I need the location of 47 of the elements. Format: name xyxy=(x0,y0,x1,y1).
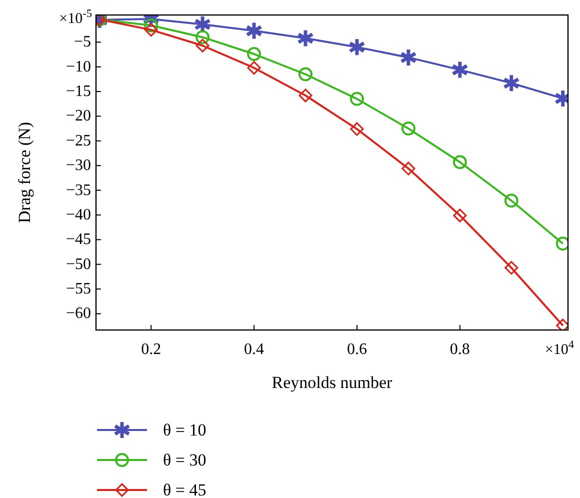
point xyxy=(247,61,261,75)
y-tick-label: −15 xyxy=(66,83,91,100)
point xyxy=(401,122,416,136)
point xyxy=(502,73,520,93)
point xyxy=(504,194,518,208)
point xyxy=(504,260,518,275)
point xyxy=(247,47,262,62)
y-tick-label: −25 xyxy=(66,132,91,150)
text: ×10$^{-5}$ xyxy=(59,8,92,27)
point xyxy=(144,18,158,32)
point xyxy=(298,67,312,82)
y-tick-label: −55 xyxy=(66,280,91,298)
legend-label: θ = 30 xyxy=(163,450,206,470)
y-axis-title: Drag force (N) xyxy=(15,122,34,223)
point xyxy=(453,208,467,222)
y-tick-label: −35 xyxy=(66,182,91,199)
x-axis-title: Reynolds number xyxy=(272,373,393,392)
point xyxy=(452,155,467,170)
y-tick-label: −45 xyxy=(66,231,91,248)
legend-label: θ = 10 xyxy=(163,420,206,440)
point xyxy=(194,15,212,34)
point xyxy=(196,30,210,44)
text: ×10$^{4}$ xyxy=(544,339,574,358)
line-series xyxy=(96,15,568,330)
point xyxy=(196,38,210,52)
y-tick-label: −50 xyxy=(66,256,91,273)
y-tick-label: −20 xyxy=(66,108,91,125)
point xyxy=(402,162,416,176)
x-tick-label: 0.8 xyxy=(450,341,470,358)
x-tick-label: 0.4 xyxy=(244,341,264,358)
y-tick-label: −10 xyxy=(66,58,91,76)
point xyxy=(144,23,158,37)
x-tick-label: 0.2 xyxy=(141,341,162,358)
point xyxy=(348,37,366,57)
y-tick-label: −30 xyxy=(66,157,91,174)
point xyxy=(298,88,312,102)
y-tick-label: −5 xyxy=(74,34,91,51)
point xyxy=(350,122,364,136)
point xyxy=(400,48,418,68)
point xyxy=(350,92,364,106)
point xyxy=(296,28,314,48)
point xyxy=(245,21,263,41)
legend-label: θ = 45 xyxy=(163,480,206,498)
point xyxy=(451,60,469,80)
y-tick-label: −40 xyxy=(66,206,91,224)
x-tick-label: 0.6 xyxy=(346,341,367,358)
y-tick-label: −60 xyxy=(66,305,91,322)
